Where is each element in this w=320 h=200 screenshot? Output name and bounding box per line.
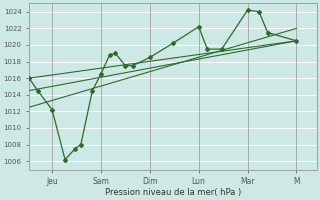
X-axis label: Pression niveau de la mer( hPa ): Pression niveau de la mer( hPa ): [105, 188, 241, 197]
